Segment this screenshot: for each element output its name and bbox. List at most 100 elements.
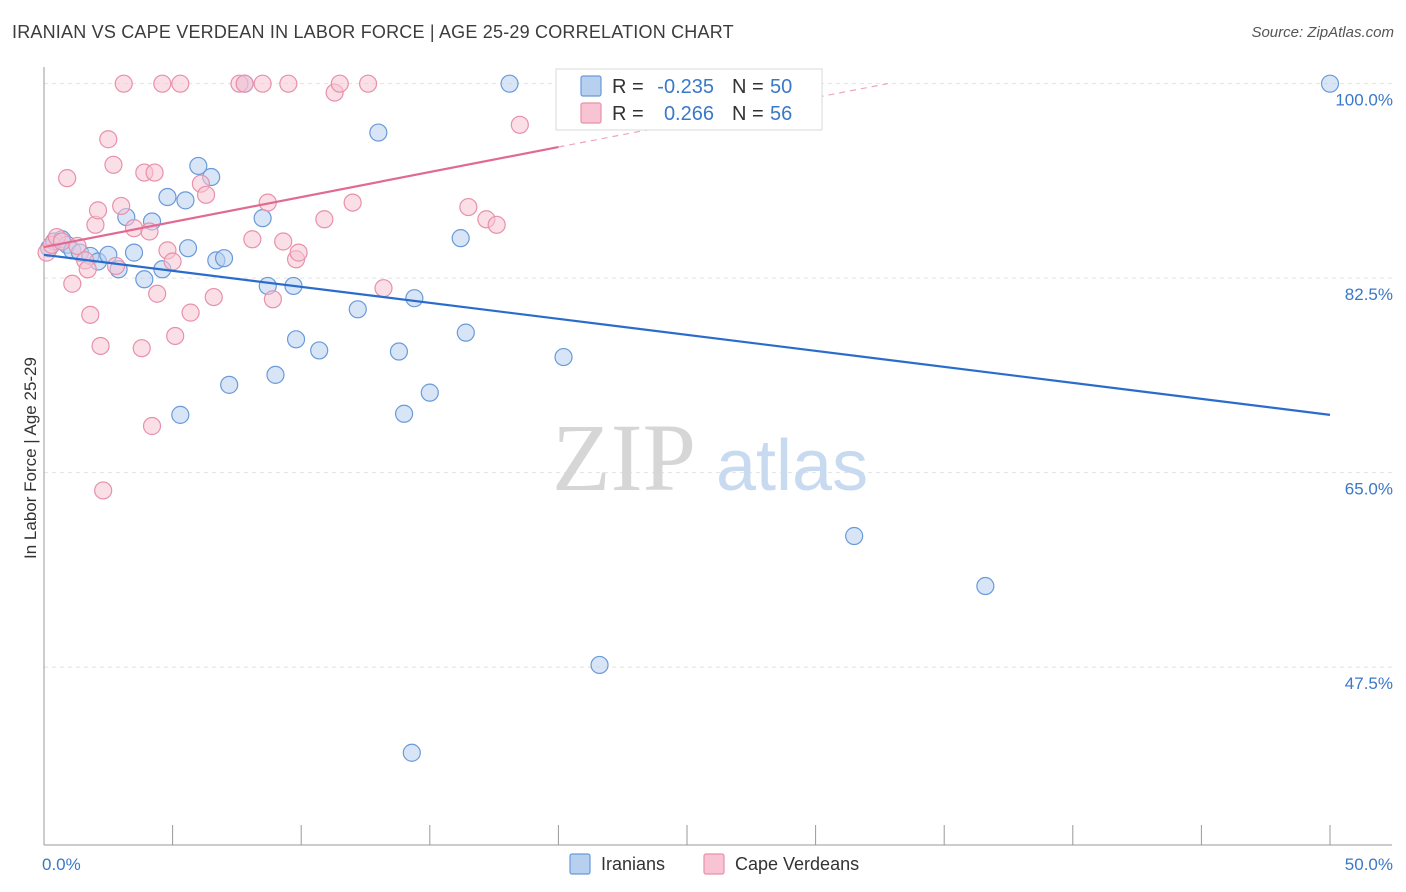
series-cape-verdeans-points [37, 74, 578, 500]
series-legend: Iranians Cape Verdeans [569, 853, 859, 875]
bottom-legend-label-iranians: Iranians [601, 854, 665, 874]
point-cape-verdeans [181, 303, 200, 322]
point-cape-verdeans [171, 74, 190, 93]
point-iranians [310, 341, 329, 360]
point-iranians [451, 229, 470, 248]
point-iranians [389, 342, 409, 361]
y-tick-label: 47.5% [1345, 674, 1393, 693]
point-cape-verdeans [114, 74, 133, 93]
point-cape-verdeans [104, 155, 123, 174]
bottom-legend-swatch-iranians [569, 853, 591, 875]
point-iranians [135, 270, 154, 289]
point-cape-verdeans [204, 287, 223, 307]
point-iranians [976, 576, 995, 596]
point-iranians [178, 239, 198, 258]
point-cape-verdeans [358, 74, 378, 93]
y-axis-title: In Labor Force | Age 25-29 [21, 357, 40, 559]
point-cape-verdeans [343, 193, 362, 212]
point-cape-verdeans [94, 481, 113, 500]
point-cape-verdeans [148, 284, 167, 303]
watermark-zip: ZIP [552, 404, 696, 511]
point-cape-verdeans [487, 215, 506, 234]
point-iranians [158, 187, 177, 207]
chart-title: IRANIAN VS CAPE VERDEAN IN LABOR FORCE |… [12, 22, 734, 42]
point-iranians [214, 249, 234, 268]
point-iranians [266, 365, 285, 384]
bottom-legend-swatch-cape-verdeans [703, 853, 725, 875]
source-credit: Source: ZipAtlas.com [1251, 24, 1394, 41]
legend-n-label-iranians: N = [732, 76, 764, 98]
point-cape-verdeans [263, 290, 283, 309]
point-cape-verdeans [91, 336, 110, 356]
point-cape-verdeans [315, 210, 334, 229]
trend-lines [43, 83, 1331, 416]
point-cape-verdeans [163, 252, 182, 271]
legend-swatch-iranians [580, 75, 602, 97]
bottom-legend-label-cape-verdeans: Cape Verdeans [735, 854, 859, 874]
legend-n-label-cape-verdeans: N = [732, 103, 764, 125]
point-iranians [402, 743, 421, 762]
legend-swatch-cape-verdeans [580, 102, 602, 124]
y-tick-labels: 47.5% 65.0% 82.5% 100.0% [1335, 91, 1393, 694]
trend-line-cape-verdeans [43, 145, 559, 249]
legend-r-label-iranians: R = [612, 76, 644, 98]
point-iranians [176, 191, 195, 210]
trend-line-iranians [43, 253, 1331, 416]
point-iranians [189, 156, 208, 176]
point-cape-verdeans [106, 256, 126, 276]
point-iranians [124, 243, 144, 262]
point-iranians [394, 404, 414, 423]
point-cape-verdeans [374, 279, 393, 298]
y-tick-label: 82.5% [1345, 285, 1393, 304]
point-cape-verdeans [145, 163, 164, 182]
point-cape-verdeans [132, 339, 151, 358]
legend-n-value-cape-verdeans: 56 [770, 103, 792, 125]
y-tick-label: 65.0% [1345, 480, 1393, 499]
gridlines [44, 83, 1392, 668]
point-cape-verdeans [196, 185, 216, 204]
point-cape-verdeans [63, 274, 82, 293]
point-iranians [590, 655, 609, 675]
point-iranians [456, 323, 475, 342]
point-cape-verdeans [142, 416, 162, 436]
x-tick-labels: 0.0% 50.0% [42, 855, 1393, 874]
point-iranians [253, 209, 272, 228]
point-cape-verdeans [78, 260, 97, 279]
point-iranians [405, 289, 424, 308]
point-cape-verdeans [153, 74, 172, 93]
x-tick-label-max: 50.0% [1345, 855, 1393, 874]
point-cape-verdeans [274, 232, 293, 251]
watermark-atlas: atlas [716, 426, 868, 506]
point-cape-verdeans [112, 196, 131, 216]
legend-n-value-iranians: 50 [770, 76, 792, 98]
point-cape-verdeans [166, 326, 185, 346]
point-cape-verdeans [243, 230, 262, 249]
point-cape-verdeans [88, 201, 108, 220]
watermark: ZIP atlas [552, 404, 868, 511]
point-iranians [348, 300, 367, 319]
axes [43, 67, 1392, 846]
point-cape-verdeans [330, 74, 349, 93]
point-cape-verdeans [58, 169, 77, 188]
point-cape-verdeans [510, 115, 529, 134]
legend-r-value-cape-verdeans: 0.266 [664, 103, 714, 125]
point-cape-verdeans [81, 305, 100, 324]
point-iranians [1320, 74, 1340, 93]
legend-r-value-iranians: -0.235 [657, 76, 714, 98]
point-cape-verdeans [99, 130, 118, 149]
point-cape-verdeans [459, 197, 478, 217]
x-tick-label-min: 0.0% [42, 855, 81, 874]
point-iranians [220, 375, 239, 394]
y-tick-label: 100.0% [1335, 91, 1393, 110]
point-cape-verdeans [289, 243, 308, 262]
correlation-legend: R = -0.235 N = 50 R = 0.266 N = 56 [555, 68, 823, 131]
point-iranians [500, 74, 519, 93]
point-iranians [845, 526, 864, 546]
point-iranians [171, 405, 190, 424]
point-iranians [554, 347, 573, 367]
point-iranians [369, 123, 388, 142]
point-cape-verdeans [279, 74, 298, 93]
legend-r-label-cape-verdeans: R = [612, 103, 644, 125]
point-iranians [286, 330, 306, 349]
